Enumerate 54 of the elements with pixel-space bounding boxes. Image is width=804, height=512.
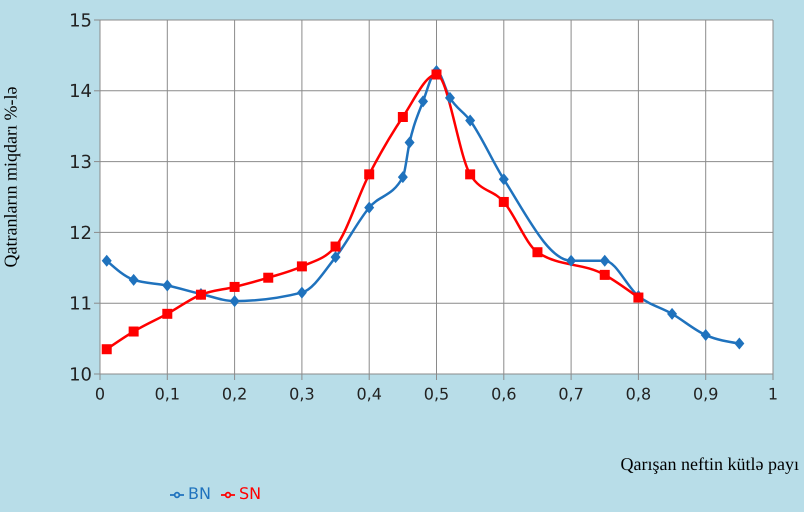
point xyxy=(444,92,455,104)
point xyxy=(128,326,139,337)
point xyxy=(364,202,374,214)
point xyxy=(465,114,476,127)
point xyxy=(418,95,428,108)
point xyxy=(102,344,112,354)
point xyxy=(330,251,341,264)
x-tick-label: 0 xyxy=(94,384,106,404)
point xyxy=(532,247,542,258)
legend-label: BN xyxy=(188,484,211,503)
point xyxy=(263,272,274,283)
point xyxy=(498,196,509,207)
point xyxy=(102,254,112,267)
x-tick-label: 0,4 xyxy=(356,384,382,404)
legend-label: SN xyxy=(238,484,262,503)
point xyxy=(296,261,307,272)
point xyxy=(364,169,374,180)
x-tick-label: 0,5 xyxy=(424,384,450,404)
point xyxy=(633,292,644,303)
point xyxy=(700,329,711,342)
point xyxy=(162,308,172,319)
point xyxy=(230,282,240,292)
point xyxy=(566,254,576,267)
point xyxy=(432,70,442,80)
point xyxy=(600,270,610,280)
point xyxy=(398,171,408,184)
y-tick-label: 11 xyxy=(69,294,92,315)
point xyxy=(128,274,139,286)
x-tick-label: 0,6 xyxy=(491,384,517,404)
point xyxy=(162,280,172,292)
x-tick-label: 0,7 xyxy=(558,384,584,404)
x-tick-label: 0,2 xyxy=(222,384,248,404)
y-tick-label: 12 xyxy=(69,222,92,244)
x-tick-label: 0,3 xyxy=(289,384,315,404)
point xyxy=(600,254,610,267)
point xyxy=(734,338,744,350)
y-tick-label: 13 xyxy=(69,152,92,173)
point xyxy=(398,112,408,122)
x-tick-label: 0,1 xyxy=(154,384,180,404)
x-tick-label: 0,9 xyxy=(692,384,718,404)
point xyxy=(498,173,509,186)
x-tick-label: 0,8 xyxy=(626,384,652,404)
y-tick-label: 14 xyxy=(69,81,92,102)
point xyxy=(465,169,476,180)
y-tick-label: 15 xyxy=(69,10,92,32)
point xyxy=(230,295,240,308)
x-axis-title: Qarışan neftin kütlə payı xyxy=(620,454,799,474)
point xyxy=(330,242,341,252)
y-tick-label: 10 xyxy=(69,364,92,386)
point xyxy=(667,308,678,320)
x-tick-label: 1 xyxy=(768,384,778,404)
point xyxy=(404,136,415,148)
y-axis-title: Qatranların miqdarı %-lə xyxy=(0,86,20,268)
point xyxy=(296,286,307,299)
